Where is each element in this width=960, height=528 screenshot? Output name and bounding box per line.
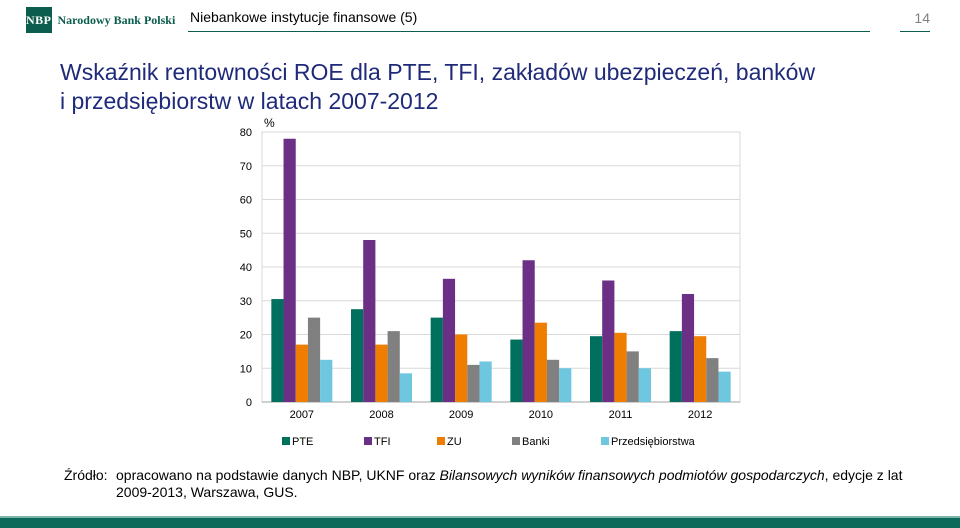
bar-zu-2007: [295, 344, 308, 402]
y-tick-label: 70: [240, 161, 252, 173]
bar-przedsiębiorstwa-2007: [320, 359, 333, 402]
bar-banki-2009: [467, 364, 480, 402]
y-tick-label: 60: [240, 195, 252, 207]
bar-tfi-2008: [363, 240, 376, 402]
bar-banki-2007: [307, 317, 321, 402]
bar-zu-2009: [455, 334, 468, 402]
bar-przedsiębiorstwa-2009: [479, 361, 492, 402]
y-tick-label: 50: [240, 228, 252, 240]
bar-banki-2010: [546, 359, 560, 402]
bar-zu-2010: [534, 322, 547, 402]
bar-zu-2012: [694, 336, 707, 402]
bar-pte-2008: [351, 309, 364, 402]
bar-przedsiębiorstwa-2008: [399, 373, 412, 402]
legend-swatch-tfi: [364, 437, 372, 445]
x-tick-label: 2010: [529, 409, 553, 421]
page-number: 14: [914, 10, 930, 26]
legend-swatch-pte: [282, 437, 290, 445]
x-tick-label: 2008: [369, 409, 393, 421]
bar-tfi-2010: [522, 260, 535, 402]
slide-title-line1: Wskaźnik rentowności ROE dla PTE, TFI, z…: [60, 59, 816, 85]
y-tick-label: 10: [240, 363, 252, 375]
bar-przedsiębiorstwa-2012: [718, 371, 731, 402]
bar-pte-2011: [590, 336, 603, 402]
bar-banki-2012: [706, 358, 719, 402]
bar-pte-2009: [430, 317, 443, 402]
bar-zu-2011: [614, 332, 627, 402]
header-divider: [188, 31, 870, 32]
y-unit-label: %: [264, 116, 275, 130]
legend-label-banki: Banki: [522, 436, 550, 448]
header-divider-right: [900, 31, 930, 32]
y-tick-label: 40: [240, 262, 252, 274]
x-tick-label: 2009: [449, 409, 473, 421]
x-tick-label: 2007: [290, 409, 314, 421]
legend-label-tfi: TFI: [374, 436, 391, 448]
nbp-logo: NBP Narodowy Bank Polski: [26, 4, 175, 36]
logo-text: Narodowy Bank Polski: [57, 12, 176, 27]
source-text: opracowano na podstawie danych NBP, UKNF…: [116, 467, 916, 501]
x-tick-label: 2011: [609, 409, 633, 421]
bar-pte-2007: [271, 299, 284, 402]
x-tick-label: 2012: [688, 409, 712, 421]
source-text-part2: , edycje z lat 2009-2013, Warszawa, GUS.: [116, 467, 903, 500]
legend-swatch-zu: [437, 437, 445, 445]
source-text-part1: opracowano na podstawie danych NBP, UKNF…: [116, 467, 440, 483]
footer-bar: [0, 518, 960, 528]
y-tick-label: 0: [246, 397, 252, 409]
legend-label-zu: ZU: [447, 436, 462, 448]
bar-banki-2011: [626, 351, 639, 402]
bar-tfi-2007: [283, 138, 296, 402]
source-label: Źródło:: [64, 467, 108, 483]
bar-zu-2008: [375, 344, 388, 402]
y-tick-label: 30: [240, 296, 252, 308]
y-tick-label: 20: [240, 330, 252, 342]
source-text-italic: Bilansowych wyników finansowych podmiotó…: [439, 467, 825, 483]
logo-mark: NBP: [26, 7, 52, 33]
bar-pte-2012: [669, 331, 682, 402]
footer-strip: [0, 516, 960, 518]
slide-title-line2: i przedsiębiorstw w latach 2007-2012: [60, 88, 439, 114]
bar-tfi-2011: [602, 280, 615, 402]
legend-label-przedsiębiorstwa: Przedsiębiorstwa: [611, 436, 696, 448]
bar-tfi-2012: [681, 294, 695, 402]
slide-title: Wskaźnik rentowności ROE dla PTE, TFI, z…: [60, 58, 920, 116]
bar-banki-2008: [387, 331, 400, 402]
bar-przedsiębiorstwa-2010: [559, 368, 572, 402]
legend-swatch-banki: [512, 437, 520, 445]
legend-label-pte: PTE: [292, 436, 313, 448]
bar-pte-2010: [510, 339, 523, 402]
y-tick-label: 80: [240, 127, 252, 139]
bar-tfi-2009: [442, 278, 456, 402]
bar-przedsiębiorstwa-2011: [638, 368, 651, 402]
legend-swatch-przedsiębiorstwa: [601, 437, 609, 445]
section-title: Niebankowe instytucje finansowe (5): [190, 9, 418, 25]
